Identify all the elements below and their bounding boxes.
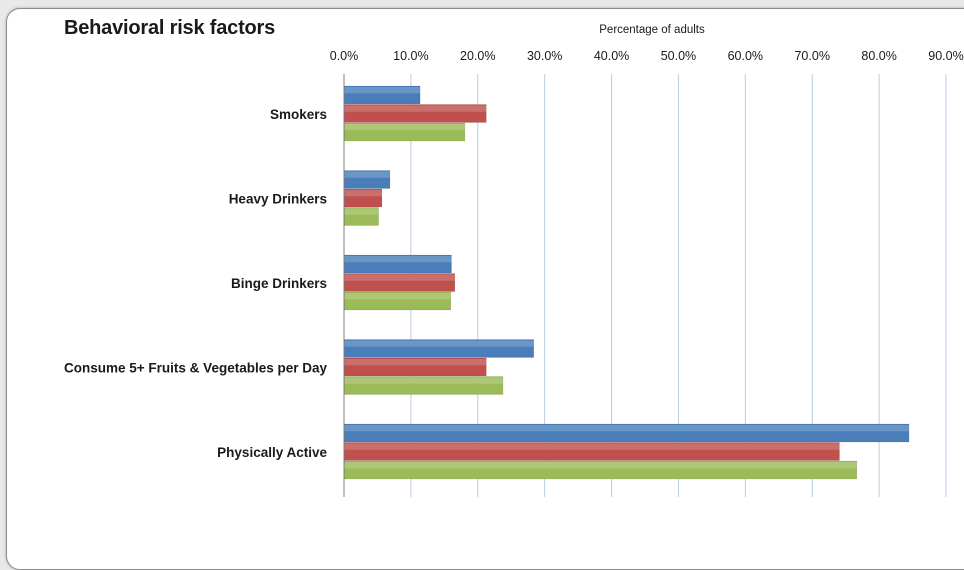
bar-highlight bbox=[344, 171, 390, 178]
bar-chart: 0.0% 10.0% 20.0% 30.0% 40.0% 50.0% 60.0% 70.0% 8… bbox=[64, 24, 964, 497]
category-label: Binge Drinkers bbox=[231, 276, 327, 291]
x-tick-label: 10.0% bbox=[393, 49, 428, 63]
bar-highlight bbox=[344, 256, 452, 263]
x-tick-label: 30.0% bbox=[527, 49, 562, 63]
bar-highlight bbox=[344, 443, 840, 450]
x-tick-label: 80.0% bbox=[861, 49, 896, 63]
x-axis-label: Percentage of adults bbox=[599, 24, 705, 36]
bar-highlight bbox=[344, 208, 379, 215]
bar-highlight bbox=[344, 359, 487, 366]
bar-highlight bbox=[344, 425, 910, 432]
bar-highlight bbox=[344, 190, 382, 197]
x-tick-label: 20.0% bbox=[460, 49, 495, 63]
axes: 0.0% 10.0% 20.0% 30.0% 40.0% 50.0% 60.0% 70.0% 8… bbox=[64, 24, 964, 497]
bar-highlight bbox=[344, 105, 487, 112]
bar-highlight bbox=[344, 124, 465, 131]
bar-highlight bbox=[344, 87, 421, 94]
bar-highlight bbox=[344, 274, 455, 281]
x-tick-label: 70.0% bbox=[794, 49, 829, 63]
x-tick-label: 0.0% bbox=[330, 49, 359, 63]
x-tick-label: 60.0% bbox=[728, 49, 763, 63]
bar-highlight bbox=[344, 293, 451, 300]
chart-title: Behavioral risk factors bbox=[64, 17, 276, 39]
bar-highlight bbox=[344, 340, 534, 347]
category-label: Heavy Drinkers bbox=[229, 191, 327, 206]
category-label: Consume 5+ Fruits & Vegetables per Day bbox=[64, 360, 327, 375]
category-label: Physically Active bbox=[217, 445, 327, 460]
category-label: Smokers bbox=[270, 107, 327, 122]
bar-highlight bbox=[344, 377, 504, 384]
bars bbox=[344, 85, 910, 480]
bar-highlight bbox=[344, 462, 857, 469]
x-tick-label: 90.0% bbox=[928, 49, 963, 63]
x-tick-label: 40.0% bbox=[594, 49, 629, 63]
x-tick-label: 50.0% bbox=[661, 49, 696, 63]
